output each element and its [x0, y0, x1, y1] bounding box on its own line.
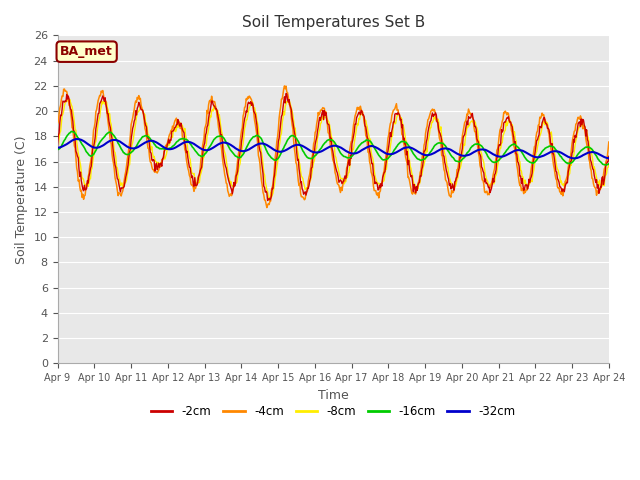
Text: BA_met: BA_met	[60, 45, 113, 58]
Y-axis label: Soil Temperature (C): Soil Temperature (C)	[15, 135, 28, 264]
Title: Soil Temperatures Set B: Soil Temperatures Set B	[241, 15, 425, 30]
X-axis label: Time: Time	[318, 389, 349, 402]
Legend: -2cm, -4cm, -8cm, -16cm, -32cm: -2cm, -4cm, -8cm, -16cm, -32cm	[147, 401, 520, 423]
